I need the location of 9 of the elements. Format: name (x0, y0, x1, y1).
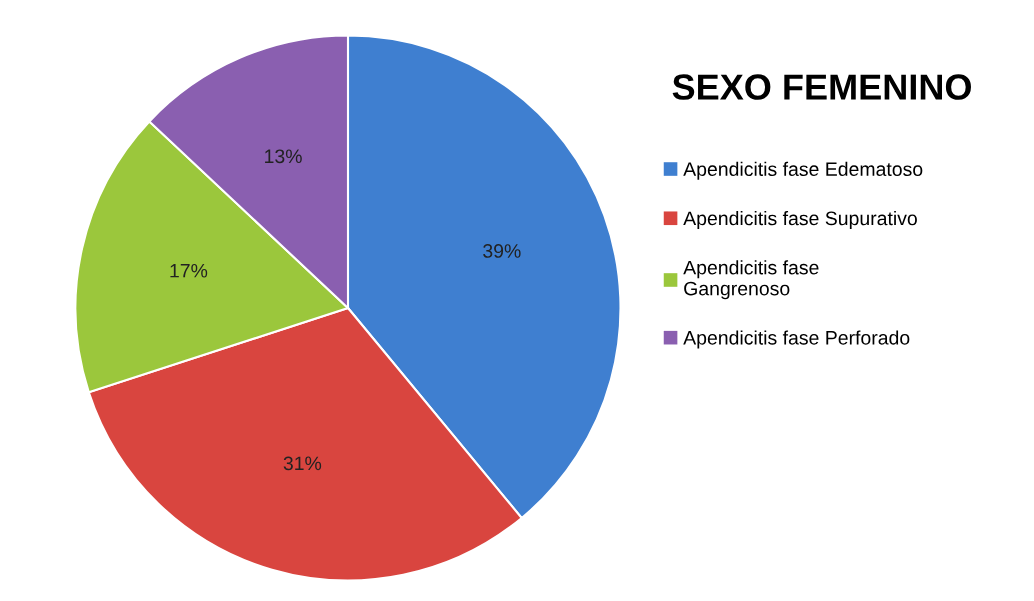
text: SEXO FEMENINO (672, 74, 971, 100)
data-label: 13% (265, 149, 302, 164)
legend-label: Apendicitis fase Gangrenoso (683, 260, 819, 300)
data-label: 17% (170, 263, 208, 278)
legend-label: Apendicitis fase Supurativo (683, 210, 917, 230)
data-label: 31% (283, 456, 322, 471)
data-label: 39% (483, 244, 521, 258)
legend-label: Apendicitis fase Edematoso (683, 161, 923, 180)
legend-label: Apendicitis fase Perforado (683, 330, 910, 349)
